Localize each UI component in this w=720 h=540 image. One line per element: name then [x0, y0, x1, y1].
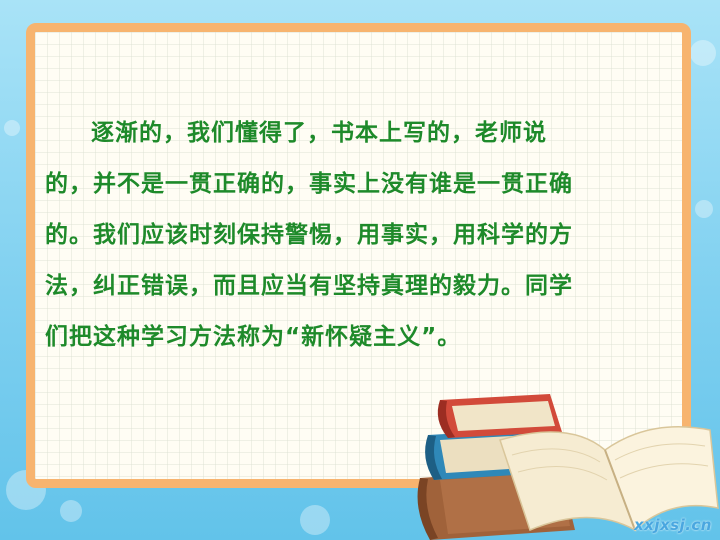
top-book: [437, 394, 562, 438]
content-card: [26, 23, 691, 488]
bubble: [300, 505, 330, 535]
body-paragraph: 逐渐的，我们懂得了，书本上写的，老师说 的，并不是一贯正确的，事实上没有谁是一贯…: [45, 108, 670, 363]
paragraph-line: 的，并不是一贯正确的，事实上没有谁是一贯正确: [45, 171, 573, 197]
bubble: [4, 120, 20, 136]
paragraph-line: 逐渐的，我们懂得了，书本上写的，老师说: [91, 120, 547, 146]
paragraph-line: 的。我们应该时刻保持警惕，用事实，用科学的方: [45, 222, 573, 248]
bubble: [60, 500, 82, 522]
paragraph-line: 们把这种学习方法称为“新怀疑主义”。: [45, 324, 462, 350]
bubble: [690, 40, 716, 66]
book-stack-icon: [417, 394, 719, 540]
bubble: [695, 200, 713, 218]
open-book: [499, 425, 719, 532]
paragraph-line: 法，纠正错误，而且应当有坚持真理的毅力。同学: [45, 273, 573, 299]
watermark: xxjxsj.cn: [633, 516, 712, 534]
